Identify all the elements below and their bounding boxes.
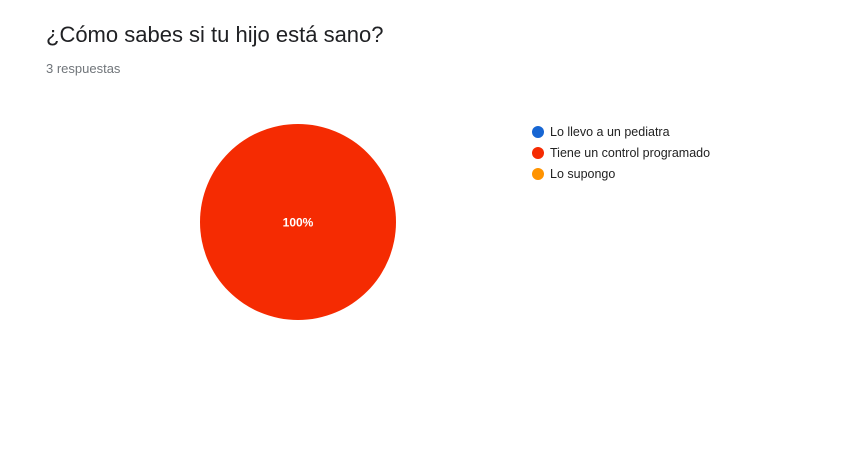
legend-item[interactable]: Lo llevo a un pediatra	[532, 121, 710, 142]
legend-swatch	[532, 167, 544, 180]
legend-swatch	[532, 125, 544, 138]
legend: Lo llevo a un pediatra Tiene un control p…	[532, 121, 710, 184]
legend-swatch	[532, 146, 544, 159]
legend-label: Tiene un control programado	[550, 145, 711, 160]
pie-labels: 100%	[283, 216, 314, 230]
response-count: 3 respuestas	[46, 61, 121, 76]
legend-item[interactable]: Tiene un control programado	[532, 142, 710, 163]
pie-slice-label-2: 100%	[283, 216, 314, 230]
pie-slices	[200, 124, 396, 320]
legend-label: Lo supongo	[550, 166, 616, 181]
question-title: ¿Cómo sabes si tu hijo está sano?	[46, 22, 384, 47]
legend-item[interactable]: Lo supongo	[532, 163, 710, 184]
legend-label: Lo llevo a un pediatra	[550, 124, 670, 139]
pie-slice-2[interactable]	[200, 124, 396, 320]
